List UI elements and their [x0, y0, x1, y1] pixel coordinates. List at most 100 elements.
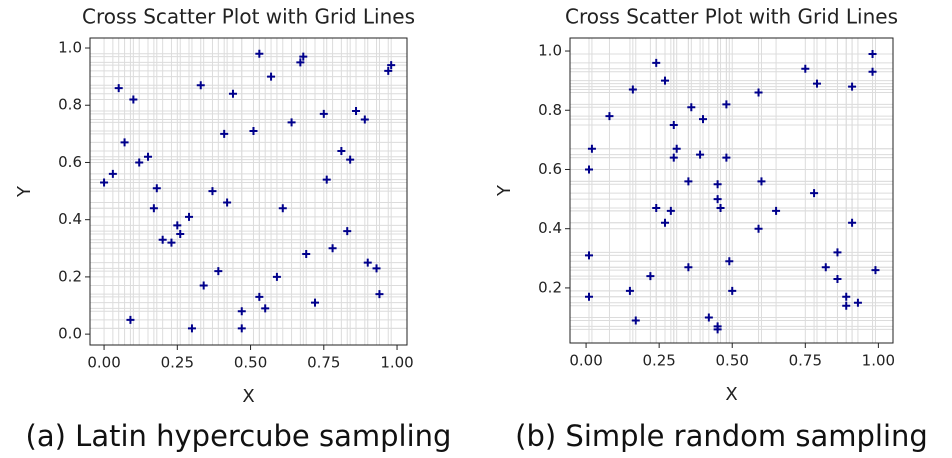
point [167, 238, 176, 247]
y-tick-label: 0.4 [538, 219, 562, 237]
point [144, 152, 153, 161]
point [646, 272, 655, 281]
point [199, 281, 208, 290]
point [255, 49, 264, 58]
point [725, 257, 734, 266]
point [587, 144, 596, 153]
point [868, 49, 877, 58]
x-tick-label: 0.75 [789, 352, 822, 370]
point [108, 169, 117, 178]
point [346, 155, 355, 164]
point [716, 203, 725, 212]
point [713, 322, 722, 331]
point [387, 61, 396, 70]
point [669, 121, 678, 130]
point [842, 292, 851, 301]
point [158, 235, 167, 244]
point [176, 229, 185, 238]
point [853, 298, 862, 307]
point [772, 206, 781, 215]
point [652, 203, 661, 212]
point [228, 89, 237, 98]
point [661, 218, 669, 227]
y-tick-label: 0.6 [538, 160, 562, 178]
point [360, 115, 369, 124]
point [628, 85, 637, 94]
point [687, 103, 696, 112]
point [871, 266, 880, 275]
point [585, 251, 593, 260]
x-tick-label: 0.50 [716, 352, 749, 370]
point [810, 189, 819, 198]
point [699, 115, 707, 124]
point [375, 290, 384, 299]
axes-frame [569, 37, 894, 344]
point [666, 206, 675, 215]
point [605, 112, 614, 121]
point [120, 138, 129, 147]
point [684, 177, 693, 186]
point [299, 52, 308, 61]
point [833, 248, 842, 257]
x-tick-label: 1.00 [862, 352, 895, 370]
point [631, 316, 640, 325]
point [704, 313, 713, 322]
point [173, 221, 182, 230]
y-tick-label: 0.8 [58, 96, 82, 114]
point [237, 324, 246, 333]
point [223, 198, 232, 207]
point [287, 118, 296, 127]
point [220, 129, 229, 138]
point [728, 286, 737, 295]
x-tick-label: 1.00 [380, 354, 413, 372]
point [249, 126, 258, 135]
y-tick-label: 1.0 [58, 39, 82, 57]
point [713, 180, 722, 189]
point [625, 286, 634, 295]
point [352, 106, 361, 115]
point [261, 304, 270, 313]
point [757, 177, 766, 186]
x-tick-label: 0.50 [234, 354, 267, 372]
y-tick-label: 0.0 [58, 325, 82, 343]
point [311, 298, 320, 307]
point [848, 82, 857, 91]
point [813, 79, 821, 88]
point [328, 244, 337, 253]
point [237, 307, 246, 316]
point [684, 263, 693, 272]
y-tick-label: 0.8 [538, 101, 562, 119]
point [152, 184, 161, 193]
axes-frame [89, 37, 408, 346]
point [185, 212, 194, 221]
point [135, 158, 144, 167]
point [713, 195, 722, 204]
point [296, 58, 305, 67]
y-tick-label: 0.2 [538, 278, 562, 296]
point [848, 218, 857, 227]
point [196, 81, 205, 90]
point [754, 88, 763, 97]
y-axis-label: Y [494, 184, 515, 197]
chart-title: Cross Scatter Plot with Grid Lines [82, 5, 415, 29]
plot: 0.00 0.25 0.50 0.75 1.00 0.0 0.2 0.4 0.6 0.8 1.0Cr… [14, 5, 451, 454]
point [187, 324, 196, 333]
point [672, 144, 681, 153]
point [696, 150, 705, 159]
point [821, 263, 830, 272]
point [272, 272, 281, 281]
x-axis-label: X [725, 384, 737, 405]
plot: 0.00 0.25 0.50 0.75 1.00 0.2 0.4 0.6 0.8 1.0Cross… [494, 5, 928, 454]
point [129, 95, 138, 104]
x-tick-label: 0.25 [161, 354, 194, 372]
y-tick-label: 0.2 [58, 267, 82, 285]
point [868, 67, 877, 76]
point [652, 58, 661, 67]
chart-title: Cross Scatter Plot with Grid Lines [565, 5, 898, 29]
point [801, 64, 810, 73]
point [214, 267, 223, 276]
point [267, 72, 276, 81]
point [278, 204, 287, 213]
point [722, 100, 731, 109]
point [319, 109, 328, 118]
